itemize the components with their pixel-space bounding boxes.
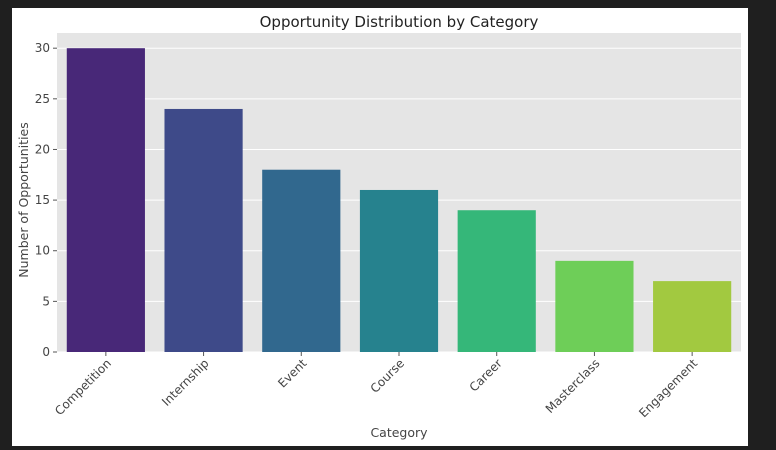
y-tick-label: 30 (35, 41, 50, 55)
y-tick-label: 5 (42, 294, 50, 308)
x-tick-label: Career (467, 356, 505, 394)
x-tick-label: Internship (159, 356, 212, 409)
x-axis-label: Category (370, 425, 428, 440)
y-tick-label: 0 (42, 345, 50, 359)
x-tick-label: Course (368, 356, 408, 396)
x-tick-label: Engagement (636, 356, 700, 420)
x-axis: Competition Internship Event Course Career Ma… (52, 352, 700, 420)
chart-figure: Opportunity Distribution by Category 0 5 1… (12, 8, 748, 446)
chart-title: Opportunity Distribution by Category (260, 13, 539, 31)
y-axis: 0 5 10 15 20 25 30 (35, 41, 57, 359)
bar-course (359, 189, 439, 352)
x-tick-label: Event (275, 356, 309, 390)
x-tick-label: Masterclass (543, 356, 603, 416)
y-tick-label: 25 (35, 92, 50, 106)
bar-chart: Opportunity Distribution by Category 0 5 1… (16, 13, 741, 440)
bar-career (457, 210, 536, 352)
bar-event (262, 169, 341, 352)
bar-internship (164, 108, 243, 352)
bars (66, 48, 732, 352)
y-tick-label: 10 (35, 244, 50, 258)
bar-engagement (653, 281, 732, 352)
y-axis-label: Number of Opportunities (16, 122, 31, 278)
bar-competition (66, 48, 145, 352)
bar-masterclass (555, 260, 634, 352)
y-tick-label: 15 (35, 193, 50, 207)
y-tick-label: 20 (35, 142, 50, 156)
x-tick-label: Competition (52, 356, 114, 418)
